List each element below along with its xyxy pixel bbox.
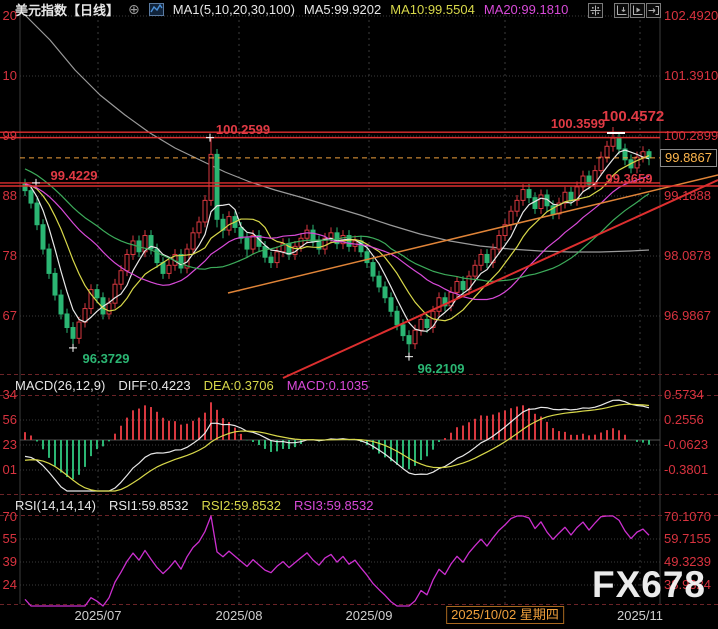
macd-axis-label: -0.0623 xyxy=(664,437,709,452)
low-price-label: 96.3729 xyxy=(82,350,130,366)
price-axis-label: 96.9867 xyxy=(664,308,711,323)
price-line-label: 99.4229 xyxy=(50,167,98,183)
date-label: 2025/08 xyxy=(215,608,263,623)
price-axis-label-clipped: 99 xyxy=(2,128,17,143)
price-axis-label: 99.1888 xyxy=(664,188,711,203)
date-label: 2025/10/02 星期四 xyxy=(446,606,564,624)
macd-axis-label-clipped: 01 xyxy=(2,462,17,477)
current-price-box: 99.8867 xyxy=(660,148,717,167)
price-axis-label-clipped: 10 xyxy=(2,68,17,83)
drawing-layer xyxy=(0,131,718,379)
exit-window-icon[interactable] xyxy=(646,3,661,18)
price-axis-label-clipped: 88 xyxy=(2,188,17,203)
macd-axis-label: -0.3801 xyxy=(664,462,709,477)
period-label: 【日线】 xyxy=(67,3,120,18)
rsi3-value: RSI3:59.8532 xyxy=(293,498,374,513)
price-axis-label-clipped: 67 xyxy=(2,308,17,323)
price-line-label: 100.2599 xyxy=(215,121,271,137)
macd-layer xyxy=(20,399,660,492)
date-label: 2025/07 xyxy=(74,608,122,623)
rsi-axis-label-clipped: 39 xyxy=(2,554,17,569)
price-axis-label: 102.4920 xyxy=(664,8,718,23)
grid-layer xyxy=(0,14,718,605)
axis-play-icon[interactable] xyxy=(630,3,645,18)
price-line-label: 100.3599 xyxy=(550,116,606,132)
ma5-label: MA5:99.9202 xyxy=(303,2,382,17)
rsi-axis-label-clipped: 24 xyxy=(2,577,17,592)
macd-axis-label: 0.5734 xyxy=(664,387,704,402)
rsi-axis-label: 38.9324 xyxy=(664,577,711,592)
price-axis-label: 100.2899 xyxy=(664,128,718,143)
rsi-axis-label: 49.3239 xyxy=(664,554,711,569)
price-axis-label-clipped: 20 xyxy=(2,8,17,23)
rsi2-value: RSI2:59.8532 xyxy=(201,498,281,513)
macd-diff-value: DIFF:0.4223 xyxy=(118,378,191,393)
macd-axis-label-clipped: 34 xyxy=(2,387,17,402)
low-price-label: 96.2109 xyxy=(417,360,465,376)
price-axis-label: 98.0878 xyxy=(664,248,711,263)
macd-axis-label: 0.2556 xyxy=(664,412,704,427)
ma10-label: MA10:99.5504 xyxy=(390,2,475,17)
rsi-axis-label: 70.1070 xyxy=(664,509,711,524)
price-axis-label: 101.3910 xyxy=(664,68,718,83)
rsi-title: RSI(14,14,14) xyxy=(15,498,96,513)
circle-plus-icon[interactable]: ⊕ xyxy=(128,1,140,17)
price-axis-label-clipped: 78 xyxy=(2,248,17,263)
rsi1-value: RSI1:59.8532 xyxy=(108,498,189,513)
instrument-title: 美元指数 xyxy=(15,3,68,18)
ma-settings-label: MA1(5,10,20,30,100) xyxy=(172,2,295,17)
macd-dea-value: DEA:0.3706 xyxy=(203,378,274,393)
price-line-label: 99.3659 xyxy=(605,170,653,186)
rsi-header: RSI(14,14,14) RSI1:59.8532 RSI2:59.8532 … xyxy=(15,497,373,514)
mini-chart-icon xyxy=(148,3,164,16)
date-label: 2025/11 xyxy=(616,608,664,623)
axis-compress-icon[interactable] xyxy=(614,3,629,18)
macd-title: MACD(26,12,9) xyxy=(15,378,106,393)
macd-header: MACD(26,12,9) DIFF:0.4223 DEA:0.3706 MAC… xyxy=(15,377,368,394)
watermark: FX678 xyxy=(591,564,706,605)
macd-macd-value: MACD:0.1035 xyxy=(286,378,369,393)
rsi-axis-label-clipped: 70 xyxy=(2,509,17,524)
date-label: 2025/09 xyxy=(345,608,393,623)
header-bar: 美元指数 【日线】 ⊕ MA1(5,10,20,30,100) MA5:99.9… xyxy=(15,1,568,18)
rsi-axis-label: 59.7155 xyxy=(664,531,711,546)
macd-axis-label-clipped: 23 xyxy=(2,437,17,452)
rsi-axis-label-clipped: 55 xyxy=(2,531,17,546)
macd-axis-label-clipped: 56 xyxy=(2,412,17,427)
high-price-label: 100.4572 xyxy=(601,107,665,125)
ma20-label: MA20:99.1810 xyxy=(483,2,569,17)
pan-crosshair-icon[interactable] xyxy=(588,3,603,18)
rsi-layer xyxy=(24,515,650,607)
